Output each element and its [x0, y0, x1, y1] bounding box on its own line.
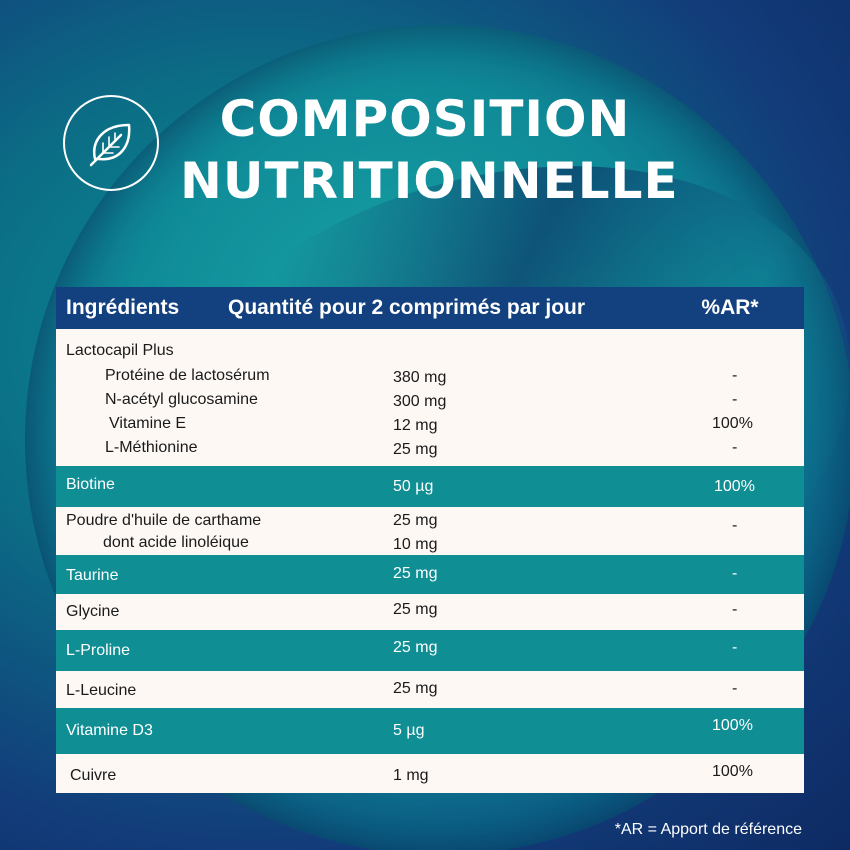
ingredient-qty: 50 µg [393, 478, 434, 495]
page-title: COMPOSITION NUTRITIONNELLE [180, 88, 679, 212]
ingredient-name: L-Proline [66, 642, 131, 659]
ingredient-ar: - [732, 601, 738, 618]
ingredient-name: Glycine [66, 603, 120, 620]
ingredient-name: Lactocapil Plus [66, 342, 174, 359]
ingredient-qty: 1 mg [393, 767, 429, 784]
footnote: *AR = Apport de référence [614, 821, 802, 838]
ingredient-name: Poudre d'huile de carthame [66, 512, 262, 529]
ingredient-subname: dont acide linoléique [103, 534, 249, 551]
ingredient-qty: 25 mg [393, 512, 438, 529]
ingredient-name: Biotine [66, 476, 115, 493]
leaf-badge [63, 95, 159, 191]
nutrition-table: Ingrédients Quantité pour 2 comprimés pa… [56, 287, 804, 793]
header-quantity: Quantité pour 2 comprimés par jour [228, 296, 586, 319]
ingredient-qty: 25 mg [393, 565, 438, 582]
ingredient-ar: 100% [712, 717, 753, 734]
ingredient-ar: 100% [712, 763, 753, 780]
ingredient-qty: 25 mg [393, 639, 438, 656]
ingredient-name: L-Méthionine [105, 439, 198, 456]
ingredient-ar: - [732, 367, 738, 384]
table-row-cuivre: Cuivre 1 mg 100% [56, 754, 804, 793]
table-row-taurine: Taurine 25 mg - [56, 555, 804, 594]
title-line-2: NUTRITIONNELLE [180, 152, 679, 210]
ingredient-qty: 300 mg [393, 393, 447, 410]
table-row-carthame: Poudre d'huile de carthame 25 mg - dont … [56, 507, 804, 555]
ingredient-name: N-acétyl glucosamine [105, 391, 258, 408]
ingredient-name: Vitamine D3 [66, 722, 153, 739]
table-header: Ingrédients Quantité pour 2 comprimés pa… [56, 287, 804, 329]
table-row-leucine: L-Leucine 25 mg - [56, 671, 804, 708]
ingredient-qty: 25 mg [393, 601, 438, 618]
ingredient-qty: 380 mg [393, 369, 447, 386]
ingredient-ar: - [732, 639, 738, 656]
ingredient-name: Taurine [66, 567, 119, 584]
ingredient-ar: - [732, 680, 738, 697]
ingredient-ar: 100% [712, 415, 753, 432]
ingredient-ar: - [732, 517, 738, 534]
ingredient-name: Protéine de lactosérum [105, 367, 270, 384]
ingredient-ar: - [732, 565, 738, 582]
ingredient-qty: 25 mg [393, 441, 438, 458]
ingredient-qty: 25 mg [393, 680, 438, 697]
table-row-proline: L-Proline 25 mg - [56, 630, 804, 671]
ingredient-name: Vitamine E [109, 415, 187, 432]
ingredient-qty: 5 µg [393, 722, 425, 739]
ingredient-name: L-Leucine [66, 682, 137, 699]
ingredient-ar: - [732, 391, 738, 408]
ingredient-qty: 12 mg [393, 417, 438, 434]
header-ar: %AR* [701, 296, 759, 319]
ingredient-ar: - [732, 439, 738, 456]
table-row-glycine: Glycine 25 mg - [56, 594, 804, 630]
ingredient-name: Cuivre [70, 767, 117, 784]
header-ingredients: Ingrédients [66, 296, 180, 319]
leaf-icon [89, 123, 131, 167]
ingredient-subqty: 10 mg [393, 536, 438, 553]
ingredient-ar: 100% [714, 478, 755, 495]
table-row-lactocapil: Lactocapil Plus Protéine de lactosérum 3… [56, 329, 804, 466]
table-row-vitamine-d3: Vitamine D3 5 µg 100% [56, 708, 804, 754]
title-line-1: COMPOSITION [219, 90, 631, 148]
table-row-biotine: Biotine 50 µg 100% [56, 466, 804, 507]
